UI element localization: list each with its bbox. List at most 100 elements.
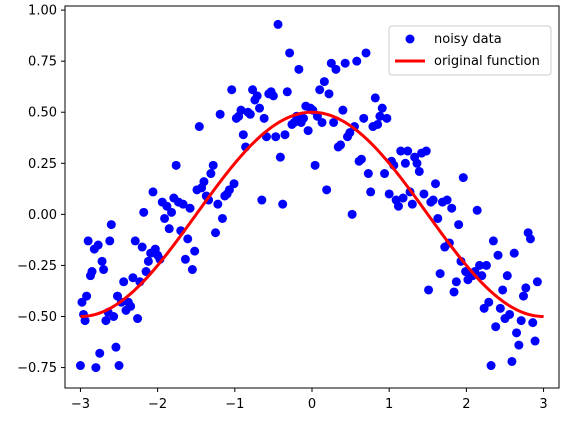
data-point [507, 356, 517, 366]
data-point [101, 316, 111, 326]
data-point [111, 342, 121, 352]
data-point [185, 203, 195, 213]
y-tick-label: −0.50 [17, 310, 57, 325]
data-point [255, 103, 265, 113]
data-point [93, 240, 103, 250]
data-point [178, 199, 188, 209]
y-tick-label: 0.00 [28, 208, 57, 223]
data-point [282, 87, 292, 97]
data-point [208, 160, 218, 170]
data-point [257, 195, 267, 205]
data-point [148, 187, 158, 197]
data-point [396, 146, 406, 156]
data-point [484, 297, 494, 307]
data-point [245, 109, 255, 119]
data-point [317, 117, 327, 127]
x-tick-label: −3 [71, 397, 90, 412]
data-point [377, 103, 387, 113]
data-point [252, 91, 262, 101]
data-point [488, 236, 498, 246]
data-point [180, 254, 190, 264]
data-point [213, 199, 223, 209]
y-tick-label: −0.75 [17, 361, 57, 376]
original-function-line [80, 110, 544, 318]
data-point [105, 236, 115, 246]
data-point [259, 113, 269, 123]
data-point [336, 140, 346, 150]
data-point [160, 213, 170, 223]
x-axis-ticks: −3 −2 −1 0 1 2 3 [71, 388, 548, 412]
data-point [294, 64, 304, 74]
data-point [414, 166, 424, 176]
data-point [530, 336, 540, 346]
data-point [442, 195, 452, 205]
data-point [248, 85, 258, 95]
data-point [412, 158, 422, 168]
y-tick-label: 0.75 [28, 55, 57, 70]
data-point [167, 207, 177, 217]
data-point [137, 242, 147, 252]
data-point [384, 189, 394, 199]
data-point [199, 177, 209, 187]
data-point [164, 224, 174, 234]
data-point [338, 105, 348, 115]
data-point [229, 179, 239, 189]
data-point [206, 169, 216, 179]
x-tick-label: −2 [148, 397, 167, 412]
data-point [268, 91, 278, 101]
data-point [227, 85, 237, 95]
data-point [361, 48, 371, 58]
data-point [449, 287, 459, 297]
data-point [326, 58, 336, 68]
data-point [340, 58, 350, 68]
data-point [532, 277, 542, 287]
data-point [278, 199, 288, 209]
data-point [493, 250, 503, 260]
data-point [236, 105, 246, 115]
x-tick-label: 3 [539, 397, 547, 412]
x-tick-label: −1 [225, 397, 244, 412]
data-point [356, 154, 366, 164]
data-point [80, 316, 90, 326]
data-point [162, 201, 172, 211]
data-point [352, 56, 362, 66]
data-point [299, 113, 309, 123]
y-tick-label: 0.50 [28, 106, 57, 121]
data-point [393, 201, 403, 211]
data-point [421, 146, 431, 156]
data-point [99, 265, 109, 275]
data-point [505, 309, 515, 319]
data-point [419, 189, 429, 199]
data-point [481, 260, 491, 270]
data-point [271, 132, 281, 142]
data-point [495, 303, 505, 313]
data-point [400, 158, 410, 168]
data-point [183, 234, 193, 244]
data-point [141, 267, 151, 277]
data-point [458, 173, 468, 183]
data-point [525, 234, 535, 244]
data-point [211, 228, 221, 238]
data-point [491, 322, 501, 332]
data-point [345, 128, 355, 138]
data-point [521, 283, 531, 293]
data-point [322, 185, 332, 195]
data-point [366, 187, 376, 197]
data-point [516, 316, 526, 326]
data-point [428, 195, 438, 205]
data-point [224, 185, 234, 195]
data-point [359, 113, 369, 123]
data-point [91, 363, 101, 373]
data-point [454, 220, 464, 230]
data-point [143, 256, 153, 266]
data-point [502, 271, 512, 281]
data-point [217, 213, 227, 223]
data-point [514, 340, 524, 350]
data-point [331, 64, 341, 74]
legend-box [388, 25, 552, 76]
data-point [451, 277, 461, 287]
data-point [375, 111, 385, 121]
data-point [347, 209, 357, 219]
data-point [424, 285, 434, 295]
data-point [398, 193, 408, 203]
